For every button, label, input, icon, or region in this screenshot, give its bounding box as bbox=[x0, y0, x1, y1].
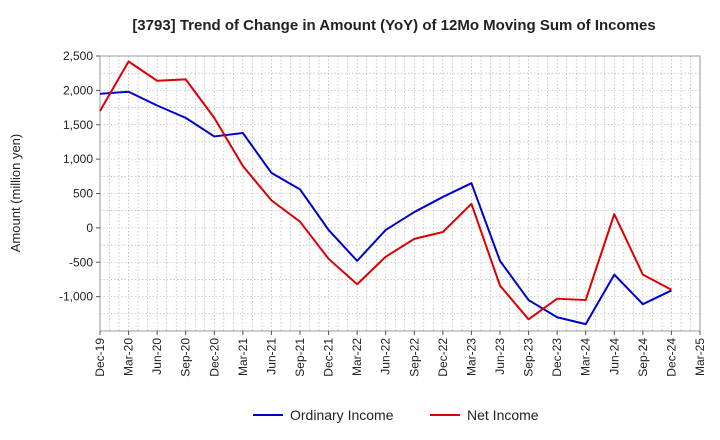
x-tick-label: Dec-22 bbox=[436, 338, 450, 377]
x-tick-label: Jun-24 bbox=[607, 338, 621, 375]
x-tick-label: Dec-24 bbox=[664, 338, 678, 377]
y-axis-ticks: 2,500 2,000 1,500 1,000 500 0 -500 -1,000 bbox=[59, 49, 100, 304]
x-tick-label: Mar-24 bbox=[579, 338, 593, 376]
y-tick-label: 2,000 bbox=[63, 83, 93, 97]
x-tick-label: Mar-22 bbox=[350, 338, 364, 376]
legend: Ordinary Income Net Income bbox=[253, 407, 539, 423]
chart-title: [3793] Trend of Change in Amount (YoY) o… bbox=[132, 17, 655, 34]
y-axis-label: Amount (million yen) bbox=[8, 134, 23, 253]
x-tick-label: Jun-22 bbox=[379, 338, 393, 375]
y-tick-label: 0 bbox=[86, 221, 93, 235]
y-tick-label: -500 bbox=[69, 255, 93, 269]
x-tick-label: Dec-19 bbox=[93, 338, 107, 377]
x-tick-label: Dec-23 bbox=[550, 338, 564, 377]
x-axis-ticks: Dec-19 Mar-20 Jun-20 Sep-20 Dec-20 Mar-21 Jun-… bbox=[93, 331, 707, 377]
x-tick-label: Mar-25 bbox=[693, 338, 707, 376]
grid bbox=[100, 56, 700, 331]
x-tick-label: Dec-21 bbox=[322, 338, 336, 377]
x-tick-label: Sep-22 bbox=[407, 338, 421, 377]
x-tick-label: Jun-21 bbox=[264, 338, 278, 375]
x-tick-label: Sep-24 bbox=[636, 338, 650, 377]
ordinary-income-line bbox=[99, 90, 672, 326]
x-tick-label: Sep-21 bbox=[293, 338, 307, 377]
x-tick-label: Sep-20 bbox=[179, 338, 193, 377]
y-tick-label: 1,500 bbox=[63, 118, 93, 132]
y-tick-label: 2,500 bbox=[63, 49, 93, 63]
y-tick-label: 500 bbox=[73, 187, 93, 201]
y-tick-label: -1,000 bbox=[59, 290, 93, 304]
plot-frame bbox=[99, 55, 701, 332]
series-lines bbox=[99, 60, 672, 326]
x-tick-label: Mar-20 bbox=[122, 338, 136, 376]
legend-label-ordinary-income: Ordinary Income bbox=[290, 407, 394, 423]
x-tick-label: Mar-21 bbox=[236, 338, 250, 376]
x-tick-label: Jun-23 bbox=[493, 338, 507, 375]
x-tick-label: Sep-23 bbox=[522, 338, 536, 377]
x-tick-label: Jun-20 bbox=[150, 338, 164, 375]
y-tick-label: 1,000 bbox=[63, 152, 93, 166]
x-tick-label: Mar-23 bbox=[464, 338, 478, 376]
net-income-line bbox=[99, 60, 672, 321]
legend-label-net-income: Net Income bbox=[467, 407, 539, 423]
x-tick-label: Dec-20 bbox=[207, 338, 221, 377]
